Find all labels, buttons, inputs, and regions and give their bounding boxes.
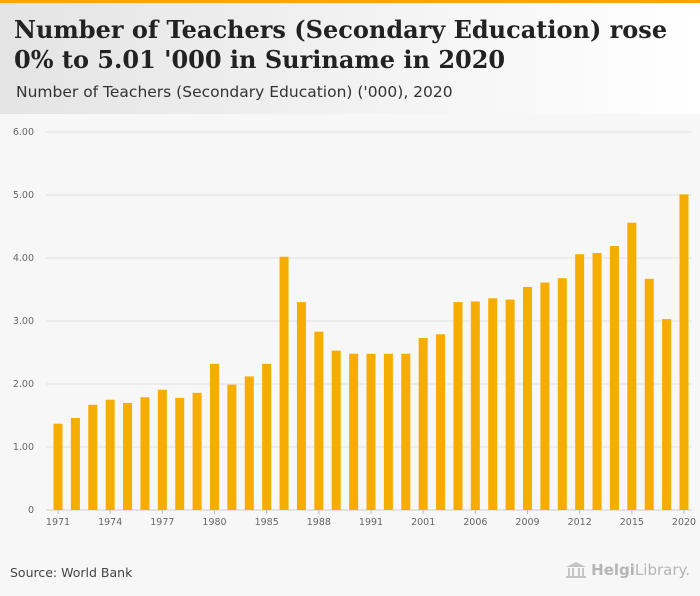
chart-footer: Source: World Bank HelgiLibrary. xyxy=(0,556,700,596)
top-accent-bar xyxy=(0,0,700,3)
y-tick-label: 5.00 xyxy=(13,190,34,201)
bar xyxy=(540,282,550,510)
x-tick-label: 1974 xyxy=(98,517,122,528)
x-tick-label: 1985 xyxy=(255,517,279,528)
bar xyxy=(644,278,654,510)
x-tick-label: 1971 xyxy=(46,517,70,528)
bar xyxy=(140,397,150,510)
y-tick-label: 0 xyxy=(28,505,34,516)
x-tick-label: 2001 xyxy=(411,517,435,528)
bar xyxy=(175,397,185,510)
bar xyxy=(436,334,446,510)
bar xyxy=(157,389,167,510)
bar xyxy=(366,353,376,510)
x-tick-label: 2009 xyxy=(515,517,539,528)
bar xyxy=(331,350,341,510)
bar xyxy=(401,353,411,510)
chart-title: Number of Teachers (Secondary Education)… xyxy=(14,15,668,74)
bar xyxy=(192,392,202,510)
y-tick-label: 3.00 xyxy=(13,316,34,327)
x-tick-label: 2020 xyxy=(672,517,696,528)
y-tick-label: 2.00 xyxy=(13,379,34,390)
bar xyxy=(262,363,272,510)
bar xyxy=(279,256,289,510)
bar xyxy=(592,252,602,510)
logo-text: HelgiLibrary. xyxy=(591,561,690,579)
logo-text-bold: Helgi xyxy=(591,561,635,579)
x-tick-label: 1980 xyxy=(202,517,226,528)
logo-text-rest: Library. xyxy=(634,561,690,579)
bar xyxy=(470,301,480,510)
bar xyxy=(488,298,498,510)
bar xyxy=(314,331,324,510)
x-tick-label: 1991 xyxy=(359,517,383,528)
source-label: Source: World Bank xyxy=(10,565,133,580)
bar xyxy=(53,423,63,510)
bar xyxy=(662,319,672,510)
x-tick-label: 2006 xyxy=(463,517,487,528)
x-tick-label: 1977 xyxy=(150,517,174,528)
y-tick-label: 1.00 xyxy=(13,442,34,453)
bar xyxy=(575,254,585,510)
bar xyxy=(383,353,393,510)
bar xyxy=(349,353,359,510)
bar xyxy=(679,194,689,510)
bar xyxy=(627,222,637,510)
bar xyxy=(227,384,237,510)
chart-subtitle: Number of Teachers (Secondary Education)… xyxy=(16,83,453,101)
bar xyxy=(505,299,515,510)
plot-area: 0 1.00 2.00 3.00 4.00 5.00 6.00 1971 1974 1977 198… xyxy=(0,114,700,556)
bar xyxy=(609,246,619,510)
bar xyxy=(88,404,98,510)
bar xyxy=(453,302,463,510)
bar xyxy=(70,418,80,510)
y-tick-label: 6.00 xyxy=(13,127,34,138)
bar xyxy=(522,286,533,510)
bar xyxy=(105,399,115,510)
bar xyxy=(123,402,133,510)
bar-chart: 0 1.00 2.00 3.00 4.00 5.00 6.00 1971 1974 1977 198… xyxy=(13,127,696,528)
y-tick-label: 4.00 xyxy=(13,253,34,264)
library-building-icon xyxy=(566,562,587,578)
bar xyxy=(418,338,428,510)
bar xyxy=(557,278,567,510)
helgi-library-logo[interactable]: HelgiLibrary. xyxy=(565,561,690,579)
bar xyxy=(209,363,220,510)
bar xyxy=(244,376,254,510)
x-tick-label: 2015 xyxy=(620,517,644,528)
chart-header: Number of Teachers (Secondary Education)… xyxy=(0,3,700,114)
x-tick-label: 2012 xyxy=(568,517,592,528)
x-tick-label: 1988 xyxy=(307,517,331,528)
bar xyxy=(296,302,306,510)
